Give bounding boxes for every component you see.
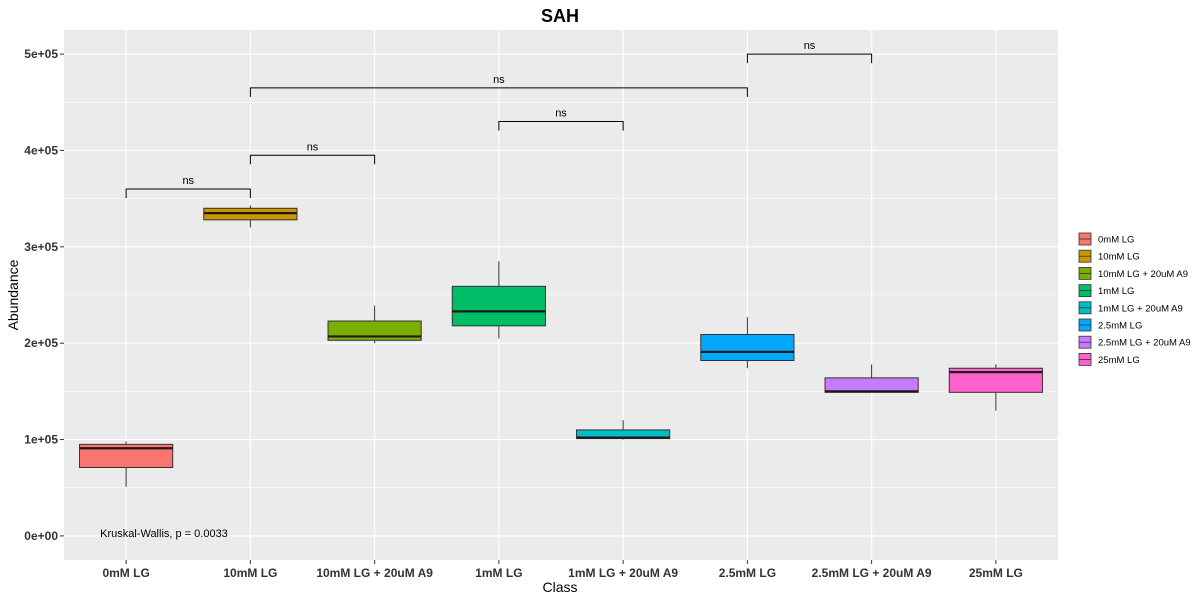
box-body <box>824 377 919 393</box>
box-2-5mm-lg-20um-a9 <box>824 364 919 393</box>
legend-item: 25mM LG <box>1078 352 1140 366</box>
box-2-5mm-lg <box>700 317 795 369</box>
y-tick-label: 2e+05 <box>24 336 58 350</box>
y-tick-label: 1e+05 <box>24 433 58 447</box>
legend-label: 25mM LG <box>1098 355 1140 366</box>
x-tick-label: 25mM LG <box>969 566 1023 580</box>
box-25mm-lg <box>948 364 1043 411</box>
box-body <box>700 334 795 362</box>
bracket-line <box>249 87 748 97</box>
bracket-line <box>249 154 376 165</box>
y-axis-title: Abundance <box>5 259 21 330</box>
legend-label: 10mM LG <box>1098 252 1140 263</box>
significance-label: ns <box>182 175 194 187</box>
box-10mm-lg-20um-a9 <box>327 305 422 344</box>
legend-label: 2.5mM LG <box>1098 321 1142 332</box>
legend-item: 2.5mM LG + 20uM A9 <box>1078 335 1191 349</box>
bracket-line <box>498 121 624 131</box>
significance-label: ns <box>493 74 505 86</box>
y-tick-label: 3e+05 <box>24 240 58 254</box>
box-body <box>79 443 174 468</box>
comparison-bracket: ns <box>746 40 873 64</box>
chart-title: SAH <box>541 6 579 26</box>
legend-label: 2.5mM LG + 20uM A9 <box>1098 338 1191 349</box>
y-axis: 0e+00 1e+05 2e+05 3e+05 4e+05 5e+05 <box>24 47 64 543</box>
comparison-bracket: ns <box>249 141 376 165</box>
x-tick-label: 1mM LG <box>475 566 522 580</box>
legend-label: 0mM LG <box>1098 235 1134 246</box>
bracket-line <box>125 188 251 198</box>
significance-label: ns <box>307 141 319 153</box>
x-tick-label: 1mM LG + 20uM A9 <box>568 566 678 580</box>
box-series <box>79 205 1043 487</box>
y-tick-label: 4e+05 <box>24 143 58 157</box>
kruskal-wallis-annotation: Kruskal-Wallis, p = 0.0033 <box>100 528 228 540</box>
comparison-brackets: ns ns ns ns ns <box>125 40 873 198</box>
x-axis-title: Class <box>542 579 577 595</box>
legend-item: 10mM LG <box>1078 249 1140 263</box>
y-tick-label: 5e+05 <box>24 47 58 61</box>
legend: 0mM LG 10mM LG 10mM LG + 20uM A9 1mM LG 1mM … <box>1078 232 1191 366</box>
legend-label: 10mM LG + 20uM A9 <box>1098 269 1188 280</box>
y-tick-label: 0e+00 <box>24 529 58 543</box>
box-10mm-lg <box>203 205 298 228</box>
box-1mm-lg-20um-a9 <box>576 420 671 440</box>
x-tick-label: 10mM LG <box>223 566 277 580</box>
legend-item: 1mM LG + 20uM A9 <box>1078 301 1183 314</box>
legend-item: 2.5mM LG <box>1078 318 1142 332</box>
comparison-bracket: ns <box>125 175 251 198</box>
box-0mm-lg <box>79 441 174 487</box>
legend-item: 0mM LG <box>1078 232 1134 246</box>
legend-item: 1mM LG <box>1078 284 1134 297</box>
x-tick-label: 2.5mM LG <box>719 566 776 580</box>
box-body <box>451 285 546 327</box>
x-tick-label: 0mM LG <box>102 566 149 580</box>
x-axis: 0mM LG 10mM LG 10mM LG + 20uM A9 1mM LG 1mM … <box>102 560 1023 580</box>
comparison-bracket: ns <box>498 108 624 131</box>
bracket-line <box>746 53 873 64</box>
legend-item: 10mM LG + 20uM A9 <box>1078 266 1188 280</box>
box-1mm-lg <box>451 261 546 339</box>
comparison-bracket: ns <box>249 74 748 97</box>
significance-label: ns <box>804 40 816 52</box>
significance-label: ns <box>555 108 567 120</box>
x-tick-label: 10mM LG + 20uM A9 <box>316 566 433 580</box>
legend-label: 1mM LG + 20uM A9 <box>1098 303 1183 314</box>
x-tick-label: 2.5mM LG + 20uM A9 <box>812 566 932 580</box>
legend-label: 1mM LG <box>1098 286 1134 297</box>
